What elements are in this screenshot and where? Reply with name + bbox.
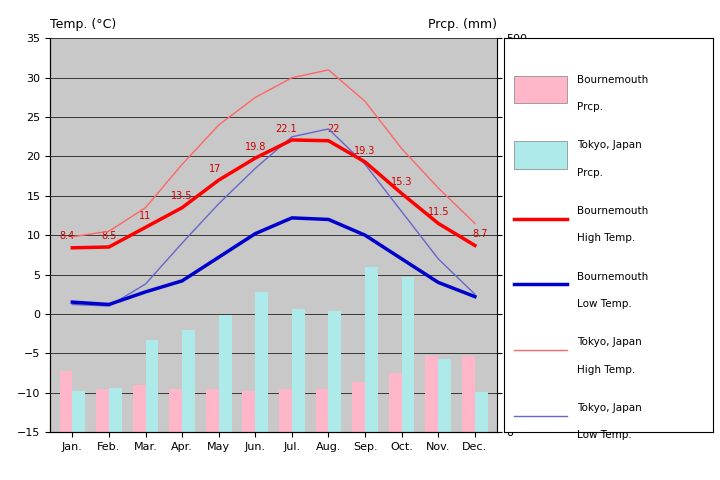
Text: High Temp.: High Temp. (577, 365, 635, 375)
Bar (389, 373, 402, 432)
Bar (438, 359, 451, 432)
Text: 15.3: 15.3 (391, 177, 413, 187)
Bar (96, 389, 109, 432)
Text: Prcp.: Prcp. (577, 168, 603, 178)
FancyBboxPatch shape (514, 76, 567, 103)
Bar (279, 389, 292, 432)
Text: 19.8: 19.8 (245, 142, 266, 152)
Text: High Temp.: High Temp. (577, 233, 635, 243)
Text: 8.5: 8.5 (102, 231, 117, 240)
Bar (328, 311, 341, 432)
Text: Low Temp.: Low Temp. (577, 299, 632, 309)
Text: 22: 22 (328, 124, 341, 134)
Text: Tokyo, Japan: Tokyo, Japan (577, 140, 642, 150)
Bar (352, 383, 365, 432)
Text: 19.3: 19.3 (354, 146, 376, 156)
Text: 11.5: 11.5 (428, 207, 449, 217)
FancyBboxPatch shape (514, 142, 567, 169)
Text: Bournemouth: Bournemouth (577, 206, 648, 216)
Bar (365, 267, 378, 432)
Bar (182, 330, 195, 432)
Bar (60, 372, 72, 432)
Text: 8.4: 8.4 (59, 231, 74, 241)
Bar (475, 392, 487, 432)
Bar (243, 391, 256, 432)
Text: Tokyo, Japan: Tokyo, Japan (577, 337, 642, 347)
Bar (426, 356, 438, 432)
Text: Temp. (°C): Temp. (°C) (50, 18, 117, 31)
Text: Low Temp.: Low Temp. (577, 430, 632, 440)
Bar (462, 356, 475, 432)
Text: Bournemouth: Bournemouth (577, 272, 648, 282)
Bar (315, 389, 328, 432)
Text: 17: 17 (209, 164, 221, 174)
Text: Prcp.: Prcp. (577, 102, 603, 112)
Text: Prcp. (mm): Prcp. (mm) (428, 18, 497, 31)
Bar (292, 309, 305, 432)
Text: 22.1: 22.1 (276, 124, 297, 133)
Text: Bournemouth: Bournemouth (577, 75, 648, 85)
Bar (206, 389, 219, 432)
Bar (145, 340, 158, 432)
Text: 13.5: 13.5 (171, 192, 193, 201)
Text: Tokyo, Japan: Tokyo, Japan (577, 403, 642, 413)
Bar (169, 389, 182, 432)
Bar (256, 292, 268, 432)
Bar (402, 277, 415, 432)
Bar (132, 385, 145, 432)
Text: 11: 11 (140, 211, 152, 221)
Bar (109, 388, 122, 432)
Text: 8.7: 8.7 (472, 229, 488, 239)
Bar (72, 391, 85, 432)
Bar (219, 315, 232, 432)
